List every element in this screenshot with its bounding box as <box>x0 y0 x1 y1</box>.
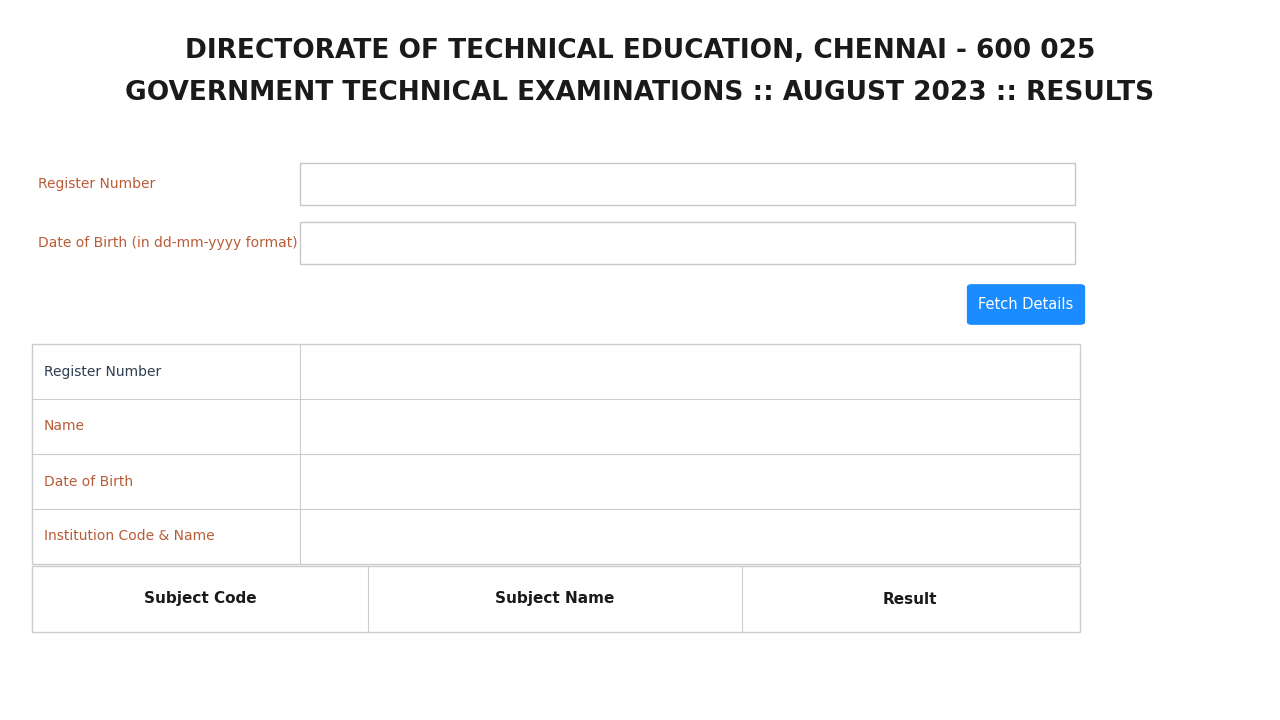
Text: Fetch Details: Fetch Details <box>978 297 1074 312</box>
Text: Subject Name: Subject Name <box>495 592 614 606</box>
FancyBboxPatch shape <box>32 566 1080 632</box>
FancyBboxPatch shape <box>966 284 1085 325</box>
FancyBboxPatch shape <box>32 344 1080 564</box>
Text: Register Number: Register Number <box>38 177 155 191</box>
Text: DIRECTORATE OF TECHNICAL EDUCATION, CHENNAI - 600 025: DIRECTORATE OF TECHNICAL EDUCATION, CHEN… <box>184 38 1096 64</box>
Text: GOVERNMENT TECHNICAL EXAMINATIONS :: AUGUST 2023 :: RESULTS: GOVERNMENT TECHNICAL EXAMINATIONS :: AUG… <box>125 80 1155 106</box>
Text: Date of Birth (in dd-mm-yyyy format): Date of Birth (in dd-mm-yyyy format) <box>38 236 298 250</box>
FancyBboxPatch shape <box>300 222 1075 264</box>
Text: Name: Name <box>44 420 84 433</box>
Text: Register Number: Register Number <box>44 364 161 379</box>
Text: Subject Code: Subject Code <box>143 592 256 606</box>
FancyBboxPatch shape <box>300 163 1075 205</box>
Text: Date of Birth: Date of Birth <box>44 474 133 488</box>
Text: Result: Result <box>883 592 937 606</box>
Text: Institution Code & Name: Institution Code & Name <box>44 529 215 544</box>
